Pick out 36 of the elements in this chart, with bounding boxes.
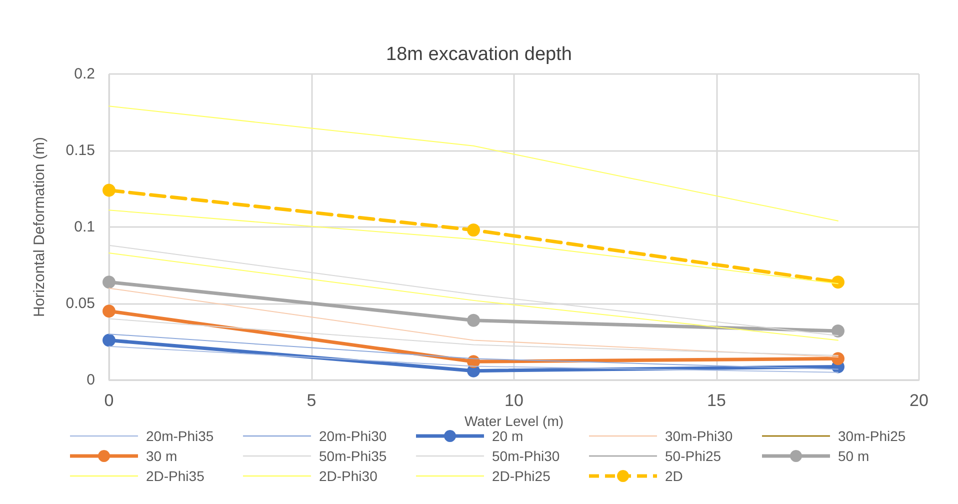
legend-label: 30m-Phi30 (665, 428, 733, 444)
point (467, 224, 480, 237)
y-axis-title: Horizontal Deformation (m) (31, 136, 48, 318)
legend-label: 30 m (146, 448, 178, 464)
legend-label: 50m-Phi35 (319, 448, 387, 464)
legend-label: 30m-Phi25 (838, 428, 906, 444)
legend-label: 50m-Phi30 (492, 448, 560, 464)
y-tick-label: 0 (86, 372, 95, 388)
legend-label: 50 m (838, 448, 870, 464)
y-tick-label: 0.2 (74, 66, 95, 82)
point (467, 314, 480, 327)
x-tick-label: 15 (707, 391, 726, 410)
legend-label: 20 m (492, 428, 524, 444)
y-tick-label: 0.15 (66, 142, 95, 159)
x-tick-label: 0 (104, 391, 114, 410)
y-tick-label: 0.1 (74, 218, 95, 236)
y-tick-label: 0.05 (66, 295, 95, 312)
legend-label: 2D-Phi35 (146, 468, 205, 484)
x-tick-label: 20 (910, 391, 928, 410)
chart-title: 18m excavation depth (386, 44, 572, 65)
point (102, 184, 116, 197)
point (832, 352, 844, 366)
point (102, 276, 116, 289)
legend-label: 20m-Phi35 (146, 428, 214, 444)
legend-label: 2D (665, 468, 683, 484)
point (832, 324, 844, 338)
legend-label: 2D-Phi25 (492, 468, 551, 484)
x-axis-title: Water Level (m) (464, 412, 564, 429)
x-tick-label: 10 (504, 391, 524, 410)
legend-label: 2D-Phi30 (319, 468, 378, 484)
legend-label: 50-Phi25 (665, 448, 722, 464)
point (102, 304, 116, 318)
point (832, 276, 844, 289)
point (102, 334, 116, 347)
legend-label: 20m-Phi30 (319, 428, 387, 444)
x-tick-label: 5 (306, 391, 316, 410)
